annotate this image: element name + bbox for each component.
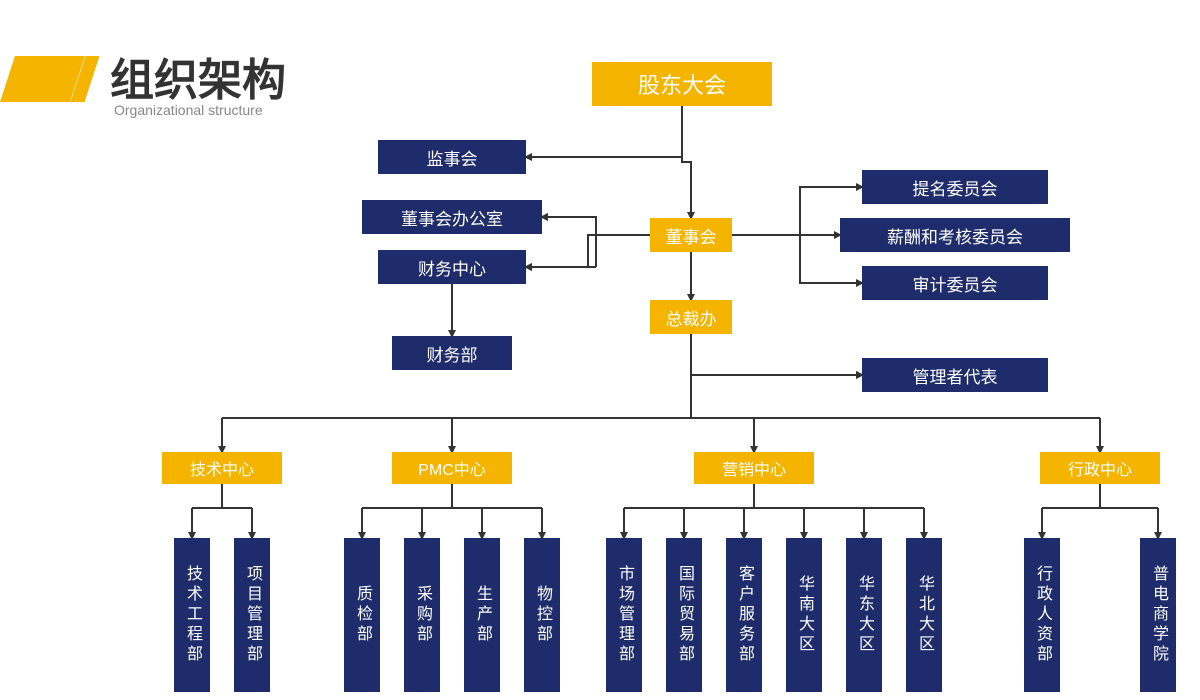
node-board: 董事会 bbox=[650, 218, 732, 252]
page-title-en: Organizational structure bbox=[114, 102, 263, 118]
node-audit: 审计委员会 bbox=[862, 266, 1048, 300]
node-mgmt_rep: 管理者代表 bbox=[862, 358, 1048, 392]
node-material: 物控部 bbox=[524, 538, 560, 692]
node-shareholders: 股东大会 bbox=[592, 62, 772, 106]
node-pmc_center: PMC中心 bbox=[392, 452, 512, 484]
node-purchase: 采购部 bbox=[404, 538, 440, 692]
node-finance_dept: 财务部 bbox=[392, 336, 512, 370]
node-sales_center: 营销中心 bbox=[694, 452, 814, 484]
node-hr_admin: 行政人资部 bbox=[1024, 538, 1060, 692]
node-production: 生产部 bbox=[464, 538, 500, 692]
page-title-cn: 组织架构 bbox=[110, 44, 286, 108]
node-proj_mgmt: 项目管理部 bbox=[234, 538, 270, 692]
node-supervisory: 监事会 bbox=[378, 140, 526, 174]
node-president: 总裁办 bbox=[650, 300, 732, 334]
node-compensation: 薪酬和考核委员会 bbox=[840, 218, 1070, 252]
node-cust_service: 客户服务部 bbox=[726, 538, 762, 692]
node-south_region: 华南大区 bbox=[786, 538, 822, 692]
node-intl_trade: 国际贸易部 bbox=[666, 538, 702, 692]
node-admin_center: 行政中心 bbox=[1040, 452, 1160, 484]
node-ecom_school: 普电商学院 bbox=[1140, 538, 1176, 692]
node-north_region: 华北大区 bbox=[906, 538, 942, 692]
node-nominating: 提名委员会 bbox=[862, 170, 1048, 204]
node-east_region: 华东大区 bbox=[846, 538, 882, 692]
node-board_office: 董事会办公室 bbox=[362, 200, 542, 234]
node-tech_center: 技术中心 bbox=[162, 452, 282, 484]
node-tech_eng: 技术工程部 bbox=[174, 538, 210, 692]
node-market_mgmt: 市场管理部 bbox=[606, 538, 642, 692]
node-qc: 质检部 bbox=[344, 538, 380, 692]
node-finance_center: 财务中心 bbox=[378, 250, 526, 284]
